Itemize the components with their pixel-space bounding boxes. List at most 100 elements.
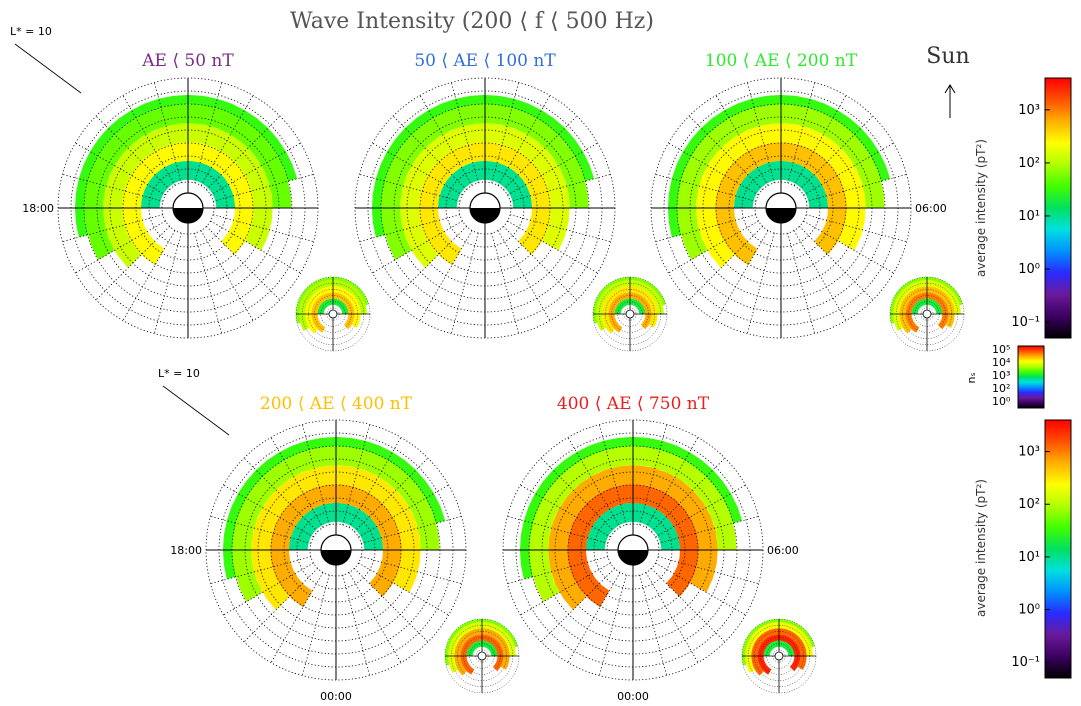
panel-3-inset xyxy=(889,276,965,352)
panel-4-grid-radial-9 xyxy=(354,568,429,643)
ns-tick-2: 10³ xyxy=(992,369,1010,382)
panel-4-grid-radial-22 xyxy=(270,437,324,528)
sun-label: Sun xyxy=(926,44,969,69)
panel-2-grid-radial-14 xyxy=(419,230,473,321)
panel-5-grid-radial-14 xyxy=(567,572,621,663)
panel-3-grid-radial-9 xyxy=(799,226,874,301)
panel-2-grid-radial-5 xyxy=(510,173,611,202)
panel-3-inset-ring-0 xyxy=(911,298,943,314)
panel-5-ring-2 xyxy=(548,465,718,610)
panel-1-grid-radial-1 xyxy=(194,82,223,183)
panel-4-grid-radial-3 xyxy=(354,457,429,532)
panel-2-grid-radial-23 xyxy=(450,82,479,183)
panel-2-grid-radial-10 xyxy=(497,230,551,321)
panel-3-dawn-label: 06:00 xyxy=(915,202,947,215)
panel-3-grid-radial-15 xyxy=(688,226,763,301)
sun-indicator: Sun xyxy=(926,44,970,118)
panel-1-ring-3 xyxy=(84,104,292,260)
panel-4-grid-radial-7 xyxy=(361,556,462,585)
colorbar-bottom-bar xyxy=(1044,419,1072,679)
panel-3-grid-radial-17 xyxy=(655,214,756,243)
panel-4-title: 200 ⟨ AE ⟨ 400 nT xyxy=(260,394,413,414)
panel-4-inset-ring-2 xyxy=(454,628,510,676)
colorbar-top-tick-0: 10⁻¹ xyxy=(1011,315,1040,330)
panel-4-grid-radial-20 xyxy=(223,484,314,538)
ns-tick-1: 10⁴ xyxy=(992,356,1011,369)
panel-2-earth-night xyxy=(470,208,500,223)
panel-4-grid-radial-17 xyxy=(210,556,311,585)
panel-5-grid-radial-9 xyxy=(651,568,726,643)
panel-2-grid-radial-19 xyxy=(359,173,460,202)
panel-3-grid-radial-7 xyxy=(806,214,907,243)
panel-4-grid-radial-11 xyxy=(342,575,371,676)
panel-3-inset-ring-1 xyxy=(905,292,949,333)
panel-5-inset-ring-3 xyxy=(745,622,813,673)
panel-3-ring-3 xyxy=(677,104,885,260)
panel-1-grid-radial-19 xyxy=(62,173,163,202)
colorbar-top-tick-4: 10³ xyxy=(1018,103,1040,118)
panel-4-inset-earth-icon xyxy=(477,651,487,661)
colorbar-top-tick-1: 10⁰ xyxy=(1018,262,1040,277)
sun-arrowhead-icon xyxy=(944,84,956,94)
panel-5-grid-radial-2 xyxy=(645,437,699,528)
panel-1-ring-2 xyxy=(103,123,273,268)
colorbar-bottom-label: average intensity (pT²) xyxy=(974,479,988,617)
panel-4-inset-ring-1 xyxy=(460,634,504,675)
panel-5-inset xyxy=(741,618,817,694)
panel-1-grid-radial-22 xyxy=(122,95,176,186)
panel-2-grid-radial-2 xyxy=(497,95,551,186)
panel-1-grid-radial-15 xyxy=(95,226,170,301)
panel-4-ring-3 xyxy=(232,446,440,602)
colorbar-bottom-ticks: 10⁻¹ 10⁰ 10¹ 10² 10³ xyxy=(1011,445,1050,670)
panel-4-grid-radial-8 xyxy=(358,562,449,616)
panel-5-inset-earth-icon xyxy=(774,651,784,661)
panel-2-ring-3 xyxy=(381,104,589,260)
panel-1-grid-radial-11 xyxy=(194,233,223,334)
panel-5-grid-radial-5 xyxy=(658,515,759,544)
panel-1-earth-night xyxy=(173,208,203,223)
panel-5-grid-radial-3 xyxy=(651,457,726,532)
panel-5-ring-1 xyxy=(567,484,699,608)
panel-5-inset-ring-1 xyxy=(757,634,801,675)
panel-5-ring-3 xyxy=(529,446,737,602)
panel-2-grid-radial-1 xyxy=(491,82,520,183)
panel-1-grid-radial-5 xyxy=(213,173,314,202)
panel-2-grid-radial-15 xyxy=(392,226,467,301)
panel-2-inset xyxy=(592,276,668,352)
colorbar-bottom-tick-4: 10³ xyxy=(1018,445,1040,460)
panel-3-earth-night xyxy=(766,208,796,223)
panel-4-grid-radial-15 xyxy=(243,568,318,643)
panel-1-grid-radial-16 xyxy=(75,220,166,274)
panel-5-midnight-label: 00:00 xyxy=(617,690,649,703)
panel-4-grid-radial-1 xyxy=(342,424,371,525)
panel-1-grid-radial-13 xyxy=(153,233,182,334)
panel-2-grid-radial-21 xyxy=(392,115,467,190)
panel-2-inset-earth-icon xyxy=(625,309,635,319)
panel-5-grid-radial-23 xyxy=(598,424,627,525)
colorbar-top: average intensity (pT²) 10⁻¹ 10⁰ 10¹ 10² 10³ xyxy=(974,77,1072,339)
panel-4-inset-ring-0 xyxy=(466,640,498,656)
panel-3-grid-radial-10 xyxy=(793,230,847,321)
panel-4-grid-radial-16 xyxy=(223,562,314,616)
panel-3-inset-ring-3 xyxy=(893,280,961,331)
panel-2-grid-radial-20 xyxy=(372,142,463,196)
panel-5: 400 ⟨ AE ⟨ 750 nT 06:00 00:00 xyxy=(502,394,817,703)
panel-5-grid-radial-7 xyxy=(658,556,759,585)
panel-5-grid-radial-17 xyxy=(507,556,608,585)
panel-5-grid-radial-11 xyxy=(639,575,668,676)
panel-1-inset-ring-2 xyxy=(305,286,361,334)
panel-5-grid-radial-20 xyxy=(520,484,611,538)
panel-3-ring-1 xyxy=(715,142,847,266)
panel-2-inset-ring-1 xyxy=(608,292,652,333)
panel-4-inset xyxy=(444,618,520,694)
panel-4-grid-radial-13 xyxy=(301,575,330,676)
panel-2-ring-0 xyxy=(437,160,533,208)
panel-1: AE ⟨ 50 nT 18:00 L* = 10 xyxy=(10,25,371,352)
panel-2: 50 ⟨ AE ⟨ 100 nT xyxy=(354,51,668,352)
panel-3-grid-radial-4 xyxy=(803,142,894,196)
panel-2-grid-radial-16 xyxy=(372,220,463,274)
panel-2-ring-1 xyxy=(419,142,551,266)
panels-group: AE ⟨ 50 nT 18:00 L* = 10 50 ⟨ AE ⟨ 100 nT 10… xyxy=(10,25,965,703)
panel-4-grid-radial-10 xyxy=(348,572,402,663)
